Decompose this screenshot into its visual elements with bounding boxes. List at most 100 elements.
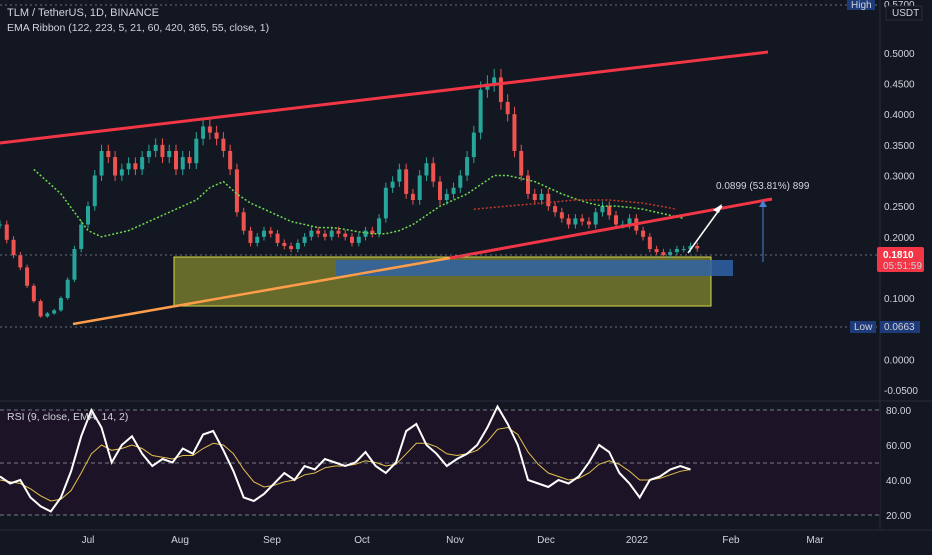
candle-body: [241, 212, 246, 231]
currency-badge: [885, 5, 923, 21]
rsi-background-band: [0, 410, 880, 515]
candle-body: [167, 150, 172, 158]
candle-body: [424, 163, 429, 176]
candle-body: [668, 252, 673, 256]
low-tag-label: Low: [854, 322, 873, 333]
candle-body: [207, 126, 212, 133]
candle-body: [268, 230, 273, 234]
low-value-tag: [880, 321, 920, 333]
candle-body: [289, 245, 294, 250]
candle-body: [65, 279, 70, 299]
candle-body: [390, 181, 395, 188]
candle-body: [153, 144, 158, 151]
rsi-label: RSI (9, close, EMA, 14, 2): [7, 411, 128, 423]
candle-body: [573, 218, 578, 225]
candle-body: [377, 218, 382, 234]
candle-body: [451, 187, 456, 194]
projection-arrowhead: [713, 204, 722, 213]
candle-body: [248, 230, 253, 243]
candle-body: [194, 138, 199, 164]
candle-body: [113, 157, 118, 176]
candle-body: [92, 175, 97, 207]
candle-body: [106, 150, 111, 158]
ma-layer: [33, 168, 684, 238]
measure-arrowhead: [759, 200, 767, 207]
candle-body: [295, 242, 300, 250]
time-tick-label: Dec: [537, 535, 555, 546]
rsi-line: [0, 404, 691, 513]
candle-body: [471, 132, 476, 158]
price-tick-label: 0.5000: [884, 49, 915, 60]
price-tick-label: 0.3000: [884, 171, 915, 182]
candle-body: [404, 169, 409, 194]
ema-long-line: [473, 199, 678, 210]
candle-body: [86, 206, 90, 225]
price-tick-label: 0.4000: [884, 110, 915, 121]
candle-body: [566, 218, 571, 225]
candle-body: [553, 206, 558, 213]
candle-body: [600, 206, 605, 213]
candle-body: [52, 310, 57, 314]
candle-body: [221, 138, 226, 151]
candle-body: [431, 163, 436, 182]
candle-body: [438, 181, 442, 200]
candle-body: [146, 150, 151, 158]
price-tick-label: -0.0500: [884, 386, 918, 397]
candle-body: [512, 114, 517, 151]
candle-body: [614, 215, 618, 225]
measurement-label: 0.0899 (53.81%) 899: [716, 181, 810, 192]
price-axis-ticks: 0.5000 0.4500 0.4000 0.3500 0.3000 0.2500 0.20…: [884, 49, 918, 397]
candle-body: [647, 236, 652, 250]
candle-body: [45, 313, 50, 317]
candle-body: [505, 101, 510, 115]
upper-trendline[interactable]: [0, 50, 769, 145]
candles-layer: [0, 68, 700, 318]
candle-body: [322, 233, 327, 237]
candle-body: [674, 249, 679, 253]
candle-body: [187, 157, 192, 164]
candle-body: [559, 212, 564, 219]
rsi-tick-label: 80.00: [886, 406, 911, 417]
candle-body: [25, 267, 30, 286]
candle-body: [214, 132, 219, 139]
price-tick-label: 0.1000: [884, 294, 915, 305]
low-tag: [850, 321, 876, 333]
candle-body: [79, 224, 84, 250]
lower-trendline-orange[interactable]: [72, 256, 451, 326]
candle-body: [234, 169, 239, 213]
candle-body: [343, 233, 348, 237]
candle-body: [465, 157, 470, 176]
price-tick-label: 0.2500: [884, 202, 915, 213]
candle-body: [661, 252, 666, 256]
candle-body: [580, 218, 585, 222]
support-subzone: [336, 260, 733, 276]
candle-body: [228, 150, 233, 170]
rsi-tick-label: 40.00: [886, 476, 911, 487]
candle-body: [492, 77, 497, 84]
currency-label: USDT: [892, 8, 919, 19]
candle-body: [31, 285, 36, 302]
time-tick-label: Oct: [354, 535, 370, 546]
time-tick-label: Sep: [263, 535, 281, 546]
candle-body: [356, 236, 361, 243]
candle-body: [302, 236, 307, 243]
candle-body: [458, 175, 463, 188]
candle-body: [174, 150, 178, 170]
time-axis-ticks: Jul Aug Sep Oct Nov Dec 2022 Feb Mar: [82, 535, 825, 546]
rsi-layer: [0, 404, 691, 513]
price-tick-label: 0.4500: [884, 80, 915, 91]
time-tick-label: 2022: [626, 535, 649, 546]
candle-body: [38, 301, 43, 317]
last-price-value: 0.1810: [883, 250, 914, 261]
rsi-tick-label: 20.00: [886, 511, 911, 522]
candle-body: [350, 236, 354, 243]
candle-body: [397, 169, 402, 182]
candle-body: [4, 224, 9, 240]
high-tag: [847, 0, 875, 10]
candle-body: [532, 193, 537, 200]
candle-body: [201, 126, 206, 139]
candle-body: [99, 150, 104, 176]
candle-body: [126, 163, 131, 170]
